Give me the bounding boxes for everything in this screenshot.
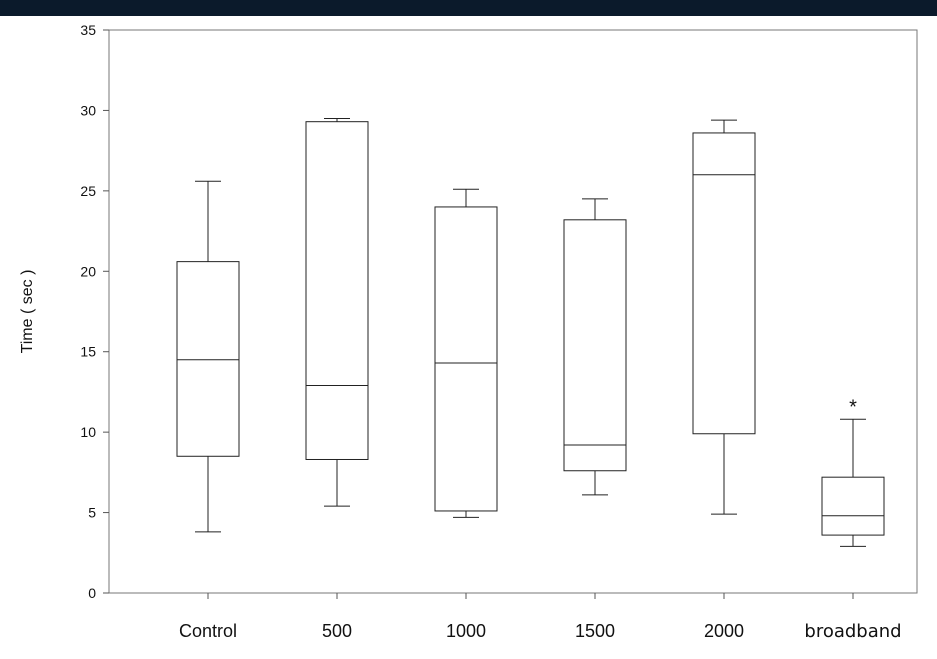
y-tick-label: 5: [88, 505, 96, 521]
top-dark-band: [0, 0, 937, 16]
interquartile-box: [305, 121, 369, 460]
interquartile-box: [821, 476, 885, 536]
y-tick-label: 25: [80, 183, 96, 199]
x-category-label: 1500: [575, 621, 615, 641]
interquartile-box: [176, 261, 240, 457]
y-tick-label: 35: [80, 22, 96, 38]
y-tick-label: 10: [80, 424, 96, 440]
y-tick-label: 0: [88, 585, 96, 601]
x-category-label: 1000: [446, 621, 486, 641]
y-axis: 0 5 10 15 20 25 30 35: [80, 22, 109, 601]
box-1000: [434, 188, 498, 518]
boxes-layer: [176, 117, 885, 547]
x-axis: Control 500 1000 1500 2000 broadband: [179, 593, 902, 642]
y-axis-label: Time ( sec ): [19, 270, 36, 354]
y-tick-label: 30: [80, 102, 96, 118]
box-1500: [563, 198, 627, 496]
y-tick-label: 15: [80, 344, 96, 360]
significance-asterisk: *: [849, 396, 857, 418]
x-category-label: 2000: [704, 621, 744, 641]
x-category-label: Control: [179, 621, 237, 641]
plot-area-frame: [108, 29, 918, 594]
box-2000: [692, 119, 756, 515]
box-broadband: [821, 418, 885, 547]
y-tick-label: 20: [80, 263, 96, 279]
annotations-layer: *: [849, 396, 857, 418]
interquartile-box: [563, 219, 627, 472]
x-category-label: broadband: [804, 621, 901, 642]
x-category-label: 500: [322, 621, 352, 641]
box-control: [176, 180, 240, 533]
interquartile-box: [434, 206, 498, 512]
interquartile-box: [692, 132, 756, 435]
box-500: [305, 117, 369, 507]
